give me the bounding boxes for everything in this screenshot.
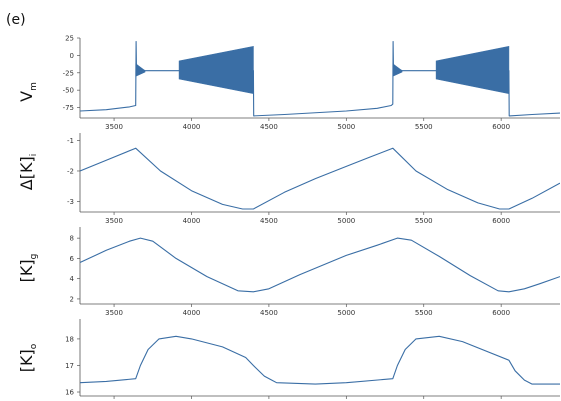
spike-burst-band — [178, 45, 254, 95]
x-tick-label: 3500 — [105, 309, 123, 317]
x-tick-label: 6000 — [492, 123, 510, 131]
x-tick-label: 4500 — [260, 217, 278, 225]
x-tick-label: 4500 — [260, 123, 278, 131]
x-tick-label: 6000 — [492, 217, 510, 225]
x-tick-label: 4000 — [183, 309, 201, 317]
plot-area — [80, 237, 560, 293]
subplot-stack: 25 0 -25 -50 -75 3500 4000 4500 5000 5500 6000 Vm -1… — [17, 35, 560, 399]
x-tick-label: 4000 — [183, 217, 201, 225]
y-tick-label: 8 — [70, 235, 74, 243]
subplot-1: 25 0 -25 -50 -75 3500 4000 4500 5000 5500 6000 Vm — [17, 35, 560, 131]
y-tick-label: -1 — [67, 137, 74, 145]
x-tick-label: 5000 — [337, 123, 355, 131]
subplot-4: 18 17 16 [K]o — [17, 319, 560, 399]
y-tick-label: -3 — [67, 198, 74, 206]
plot-area — [80, 335, 560, 385]
x-tick-label: 5000 — [337, 309, 355, 317]
series-line — [80, 147, 560, 210]
y-axis-label: [K]g — [17, 254, 39, 283]
panel-label: (e) — [6, 12, 26, 28]
y-tick-label: 4 — [70, 275, 75, 283]
y-tick-label: 17 — [65, 362, 74, 370]
y-tick-label: -50 — [63, 87, 74, 95]
x-tick-label: 4000 — [183, 123, 201, 131]
x-tick-label: 5000 — [337, 217, 355, 225]
x-tick-label: 6000 — [492, 309, 510, 317]
y-tick-label: 16 — [65, 389, 74, 397]
y-axis-label: [K]o — [17, 343, 39, 372]
y-tick-label: 0 — [70, 52, 74, 60]
y-tick-label: 18 — [65, 335, 74, 343]
y-axis-label: Vm — [17, 82, 39, 102]
y-tick-label: -25 — [63, 69, 74, 77]
x-tick-label: 4500 — [260, 309, 278, 317]
y-tick-label: 25 — [65, 35, 74, 43]
y-tick-label: -2 — [67, 167, 74, 175]
y-tick-label: -75 — [63, 104, 74, 112]
subplot-3: 8 6 4 2 3500 4000 4500 5000 5500 6000 [K]g — [17, 227, 560, 317]
x-tick-label: 5500 — [415, 309, 433, 317]
x-tick-label: 3500 — [105, 217, 123, 225]
plot-area — [80, 147, 560, 210]
subplot-2: -1 -2 -3 3500 4000 4500 5000 5500 6000 Δ[K]i — [17, 133, 560, 225]
x-tick-label: 3500 — [105, 123, 123, 131]
x-tick-label: 5500 — [415, 217, 433, 225]
y-tick-label: 6 — [70, 255, 75, 263]
y-axis-label: Δ[K]i — [17, 154, 39, 190]
series-line — [80, 335, 560, 385]
series-line — [80, 40, 560, 117]
y-tick-label: 2 — [70, 295, 74, 303]
x-tick-label: 5500 — [415, 123, 433, 131]
series-line — [80, 237, 560, 293]
plot-area — [80, 40, 560, 117]
spike-burst-band — [435, 45, 510, 95]
